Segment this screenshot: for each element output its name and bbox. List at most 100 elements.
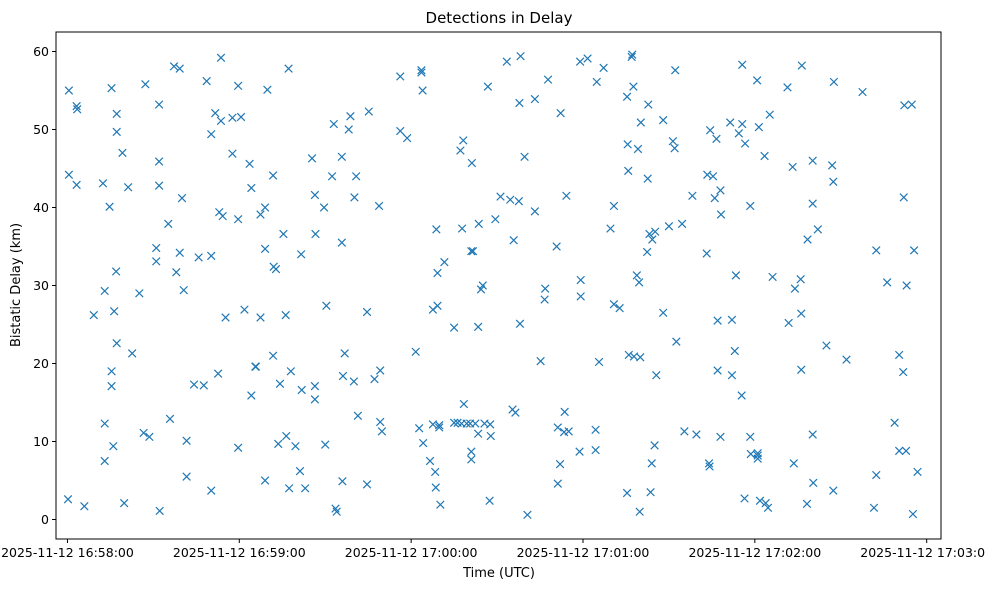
data-point [154,100,164,109]
data-point [658,308,668,318]
data-point [650,227,660,236]
data-point [402,133,412,143]
data-point [456,146,465,155]
data-point [746,449,756,459]
data-point [119,498,129,508]
data-point [633,144,643,154]
data-point [575,447,584,456]
data-point [609,201,619,211]
data-point [705,126,715,135]
data-point [754,122,764,132]
data-point [763,503,773,513]
data-point [216,53,226,62]
data-point [468,246,478,256]
data-point [233,81,243,91]
data-point [240,305,249,314]
x-tick-label: 2025-11-12 16:58:00 [1,545,134,560]
data-point [536,356,545,366]
y-tick-label: 10 [33,434,49,449]
data-point [530,207,540,216]
data-point [260,476,270,485]
data-point [221,313,230,322]
data-point [784,318,793,328]
data-point [80,502,89,511]
x-tick-label: 2025-11-12 17:00:00 [345,545,478,560]
data-point [164,219,173,229]
data-point [622,488,632,498]
data-point [765,110,774,119]
data-point [913,467,922,477]
data-point [635,507,644,516]
data-point [182,472,191,481]
data-point [746,201,755,211]
data-point [872,246,881,255]
data-point [432,225,441,234]
data-point [449,323,459,332]
data-point [72,180,81,190]
data-point [894,350,904,360]
data-point [808,156,817,165]
data-point [256,313,265,322]
data-point [703,170,712,179]
data-point [692,430,701,439]
data-point [727,370,737,380]
data-point [789,459,799,468]
data-point [111,267,121,276]
data-point [275,379,285,389]
data-markers [63,50,922,520]
x-tick-label: 2025-11-12 16:59:00 [173,545,306,560]
data-point [459,136,468,145]
data-point [145,432,154,442]
data-point [797,309,806,318]
data-point [622,92,632,101]
data-point [562,191,571,201]
data-point [869,503,879,513]
data-point [295,466,305,476]
data-point [634,278,644,287]
data-point [629,82,638,91]
data-point [467,447,476,456]
data-point [112,109,121,119]
data-point [310,190,320,200]
data-point [353,411,363,420]
data-point [467,455,476,464]
data-point [516,51,525,61]
chart-title: Detections in Delay [426,9,573,27]
data-point [560,407,569,417]
data-point [440,257,449,267]
data-point [808,430,817,439]
data-point [473,322,483,332]
data-point [233,443,243,452]
data-point [300,484,310,493]
data-point [556,108,565,118]
data-point [473,429,483,438]
data-point [175,248,184,257]
data-point [179,285,188,295]
x-axis: 2025-11-12 16:58:00 2025-11-12 16:59:00 20… [1,539,985,560]
data-point [909,246,919,255]
data-point [118,148,127,158]
data-point [375,417,385,427]
data-point [346,112,355,121]
data-point [882,278,892,287]
data-point [710,193,719,203]
data-point [628,50,637,59]
data-point [281,310,290,320]
data-point [296,250,306,259]
data-point [908,509,918,519]
data-point [768,272,777,282]
data-point [890,418,899,428]
data-point [282,431,291,441]
data-point [364,107,373,116]
data-point [478,281,487,290]
data-point [344,125,353,134]
data-point [790,284,800,293]
data-point [319,203,329,212]
data-point [100,456,109,466]
data-point [483,82,493,91]
data-point [716,210,726,219]
data-point [263,85,272,94]
data-point [112,338,121,348]
data-point [286,367,296,376]
data-point [370,374,379,384]
